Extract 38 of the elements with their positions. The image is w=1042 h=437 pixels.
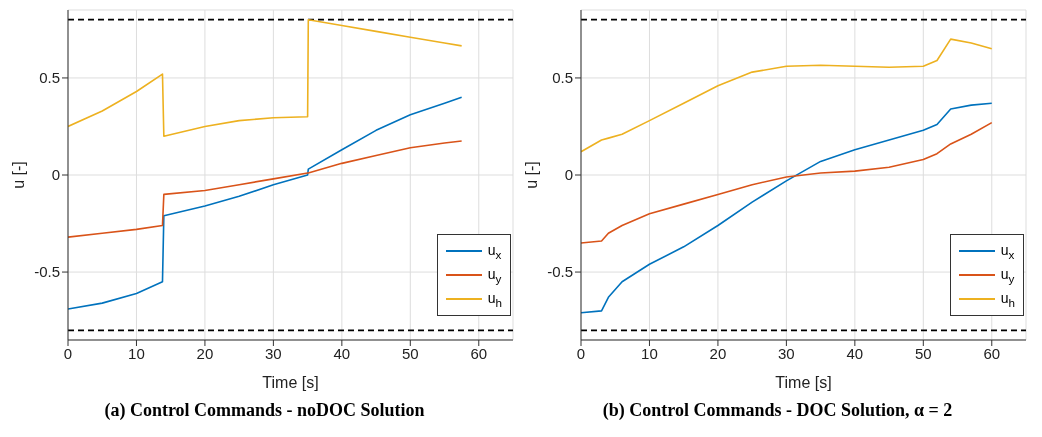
y-tick-label: 0 bbox=[564, 166, 573, 184]
y-tick-label: 0.5 bbox=[552, 69, 573, 87]
x-tick-label: 30 bbox=[265, 344, 282, 362]
line-series bbox=[68, 18, 463, 137]
line-series bbox=[581, 121, 993, 244]
line-series bbox=[581, 102, 993, 314]
x-tick-label: 0 bbox=[63, 344, 73, 362]
legend-label: u$_{h}$ bbox=[487, 289, 502, 309]
y-axis-title: u [-] bbox=[522, 161, 540, 189]
x-tick-label: 60 bbox=[470, 344, 488, 362]
legend-label: u$_{x}$ bbox=[487, 241, 502, 261]
x-tick-label: 30 bbox=[778, 344, 795, 362]
x-tick-label: 40 bbox=[846, 344, 864, 362]
legend-label: u$_{h}$ bbox=[1000, 289, 1015, 309]
x-tick-label: 0 bbox=[576, 344, 586, 362]
x-tick-label: 10 bbox=[128, 344, 145, 362]
y-tick-label: -0.5 bbox=[547, 263, 573, 281]
x-tick-label: 60 bbox=[983, 344, 1001, 362]
line-series bbox=[581, 38, 993, 153]
x-tick-label: 50 bbox=[401, 344, 419, 362]
text: (b) Control Commands - DOC Solution, α = 2 bbox=[601, 400, 954, 421]
x-tick-label: 20 bbox=[196, 344, 214, 362]
line-series bbox=[68, 96, 463, 310]
x-tick-label: 20 bbox=[709, 344, 727, 362]
text: (a) Control Commands - noDOC Solution bbox=[103, 400, 426, 421]
y-tick-label: 0 bbox=[51, 166, 60, 184]
x-tick-label: 40 bbox=[333, 344, 351, 362]
y-tick-label: -0.5 bbox=[34, 263, 60, 281]
line-series bbox=[68, 140, 463, 238]
x-tick-label: 50 bbox=[914, 344, 932, 362]
x-axis-title: Time [s] bbox=[775, 374, 832, 391]
legend-label: u$_{y}$ bbox=[487, 265, 502, 285]
legend-label: u$_{x}$ bbox=[1000, 241, 1015, 261]
x-tick-label: 10 bbox=[641, 344, 658, 362]
y-tick-label: 0.5 bbox=[39, 69, 60, 87]
y-axis-title: u [-] bbox=[9, 161, 27, 189]
x-axis-title: Time [s] bbox=[262, 374, 319, 391]
legend-label: u$_{y}$ bbox=[1000, 265, 1015, 285]
